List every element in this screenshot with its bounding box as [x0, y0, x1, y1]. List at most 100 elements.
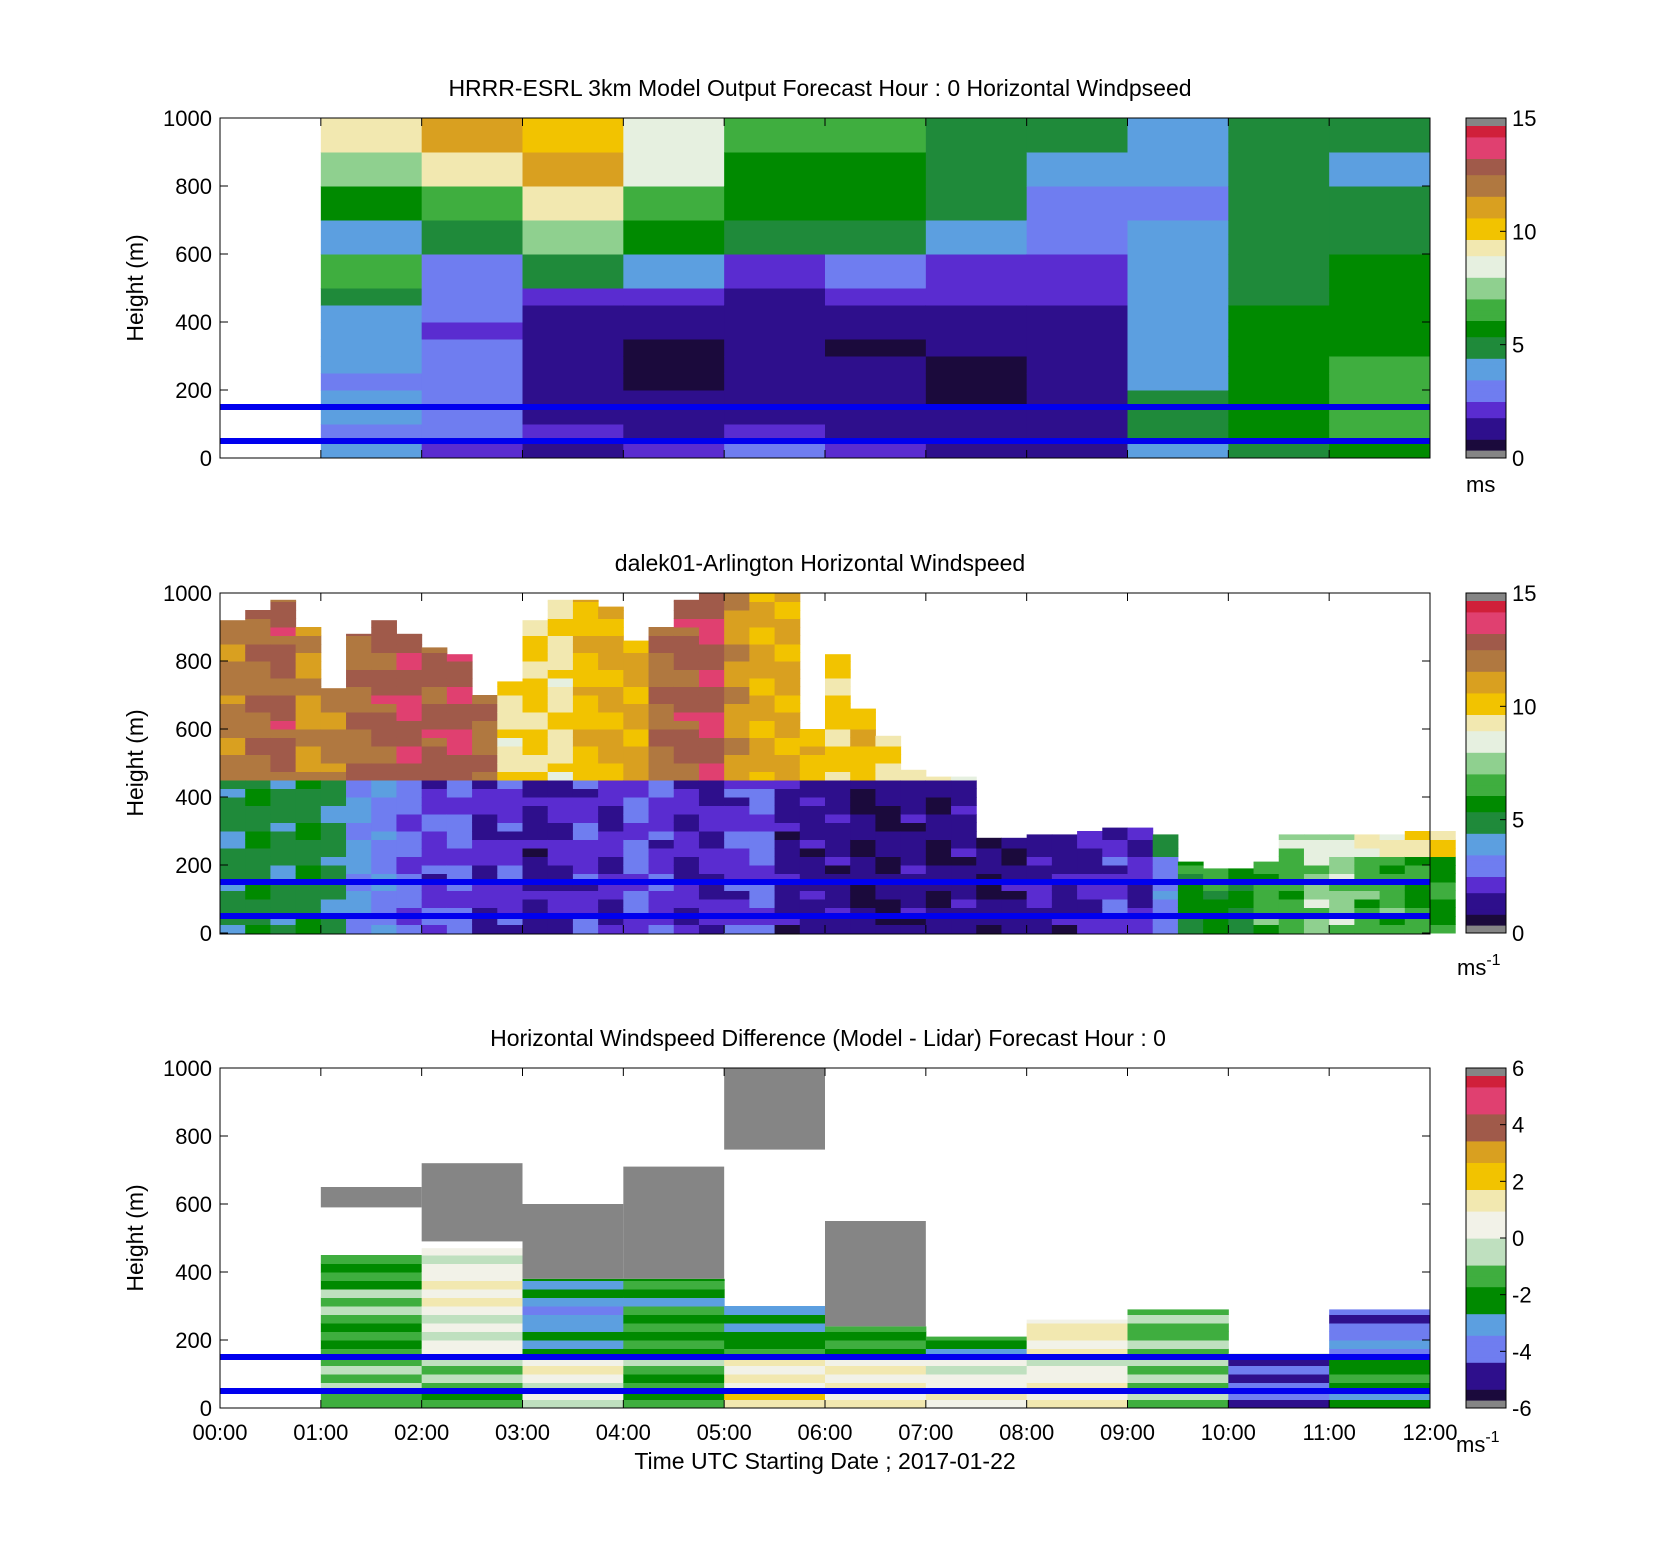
- lidar-cell: [850, 780, 876, 789]
- diff-cell: [421, 1314, 523, 1324]
- lidar-cell: [270, 865, 297, 874]
- lidar-cell: [673, 737, 700, 747]
- lidar-cell: [1177, 916, 1204, 925]
- lidar-cell: [320, 814, 347, 823]
- y-tick-label: 400: [175, 310, 212, 335]
- diff-cell: [623, 1331, 725, 1341]
- lidar-cell: [421, 839, 448, 849]
- lidar-cell: [270, 814, 297, 823]
- lidar-cell: [1329, 882, 1355, 891]
- diff-cell: [825, 1340, 927, 1349]
- lidar-cell: [598, 661, 624, 670]
- lidar-cell: [1127, 848, 1154, 857]
- lidar-cell: [673, 712, 700, 721]
- colorbar-step: [1466, 757, 1506, 764]
- lidar-cell: [245, 754, 271, 764]
- model-cell: [825, 254, 927, 289]
- lidar-cell: [951, 890, 977, 900]
- lidar-cell: [1253, 924, 1280, 934]
- lidar-cell: [295, 882, 322, 891]
- lidar-cell: [673, 916, 700, 925]
- colorbar-cap-bottom: [1466, 450, 1506, 458]
- lidar-cell: [547, 669, 574, 679]
- lidar-cell: [522, 712, 549, 721]
- lidar-cell: [623, 865, 650, 874]
- lidar-cell: [799, 746, 826, 755]
- diff-cell: [724, 1340, 826, 1349]
- lidar-cell: [371, 780, 397, 789]
- diff-cell: [1228, 1365, 1330, 1375]
- lidar-cell: [724, 712, 750, 721]
- y-tick-label: 400: [175, 1260, 212, 1285]
- colorbar-tick-label: 4: [1512, 1113, 1524, 1138]
- lidar-cell: [623, 669, 650, 679]
- lidar-cell: [522, 780, 549, 789]
- lidar-cell: [1278, 890, 1305, 900]
- diff-cell: [623, 1365, 725, 1375]
- lidar-cell: [698, 746, 725, 755]
- lidar-cell: [774, 839, 801, 849]
- colorbar-step: [1466, 1324, 1506, 1331]
- lidar-cell: [572, 754, 599, 764]
- lidar-cell: [547, 601, 574, 611]
- lidar-cell: [598, 695, 624, 704]
- lidar-cell: [245, 610, 271, 619]
- lidar-cell: [1379, 899, 1406, 908]
- lidar-cell: [346, 737, 372, 747]
- lidar-cell: [875, 890, 902, 900]
- colorbar-step: [1466, 1221, 1506, 1228]
- lidar-cell: [749, 788, 776, 798]
- lidar-cell: [522, 644, 549, 653]
- lidar-cell: [446, 882, 473, 891]
- lidar-cell: [245, 916, 271, 925]
- lidar-cell: [320, 873, 347, 883]
- lidar-cell: [497, 865, 523, 874]
- lidar-cell: [698, 669, 725, 679]
- diff-missing-cell: [724, 1068, 825, 1150]
- model-cell: [421, 288, 523, 306]
- lidar-cell: [396, 780, 423, 789]
- colorbar-cap-top: [1466, 1068, 1506, 1076]
- lidar-cell: [396, 686, 423, 696]
- lidar-cell: [648, 652, 675, 662]
- lidar-cell: [371, 890, 397, 900]
- lidar-cell: [295, 848, 322, 857]
- lidar-cell: [648, 780, 675, 789]
- colorbar-step: [1466, 1335, 1506, 1342]
- lidar-cell: [1077, 831, 1103, 840]
- lidar-cell: [547, 644, 574, 653]
- lidar-cell: [774, 865, 801, 874]
- colorbar-step: [1466, 1373, 1506, 1379]
- lidar-cell: [951, 797, 977, 806]
- lidar-cell: [900, 882, 927, 891]
- lidar-cell: [245, 720, 271, 730]
- lidar-cell: [371, 763, 397, 772]
- lidar-cell: [572, 839, 599, 849]
- lidar-cell: [472, 780, 498, 789]
- diff-cell: [421, 1272, 523, 1281]
- model-cell: [1026, 390, 1128, 408]
- lidar-cell: [749, 890, 776, 900]
- lidar-cell: [245, 678, 271, 687]
- lidar-cell: [623, 678, 650, 687]
- colorbar-step: [1466, 1184, 1506, 1190]
- colorbar-step: [1466, 217, 1506, 224]
- lidar-cell: [295, 720, 322, 730]
- lidar-cell: [421, 669, 448, 679]
- lidar-cell: [774, 780, 801, 789]
- model-cell: [1127, 220, 1229, 255]
- lidar-cell: [1026, 848, 1053, 857]
- lidar-cell: [547, 754, 574, 764]
- model-cell: [825, 356, 927, 374]
- diff-cell: [623, 1314, 725, 1324]
- lidar-cell: [1077, 839, 1103, 849]
- lidar-cell: [724, 780, 750, 789]
- diff-cell: [421, 1374, 523, 1383]
- colorbar-step: [1466, 147, 1506, 154]
- diff-cell: [421, 1331, 523, 1341]
- lidar-cell: [472, 924, 498, 934]
- lidar-cell: [749, 618, 776, 628]
- lidar-cell: [900, 771, 927, 781]
- lidar-cell: [1026, 916, 1053, 925]
- colorbar-step: [1466, 1297, 1506, 1304]
